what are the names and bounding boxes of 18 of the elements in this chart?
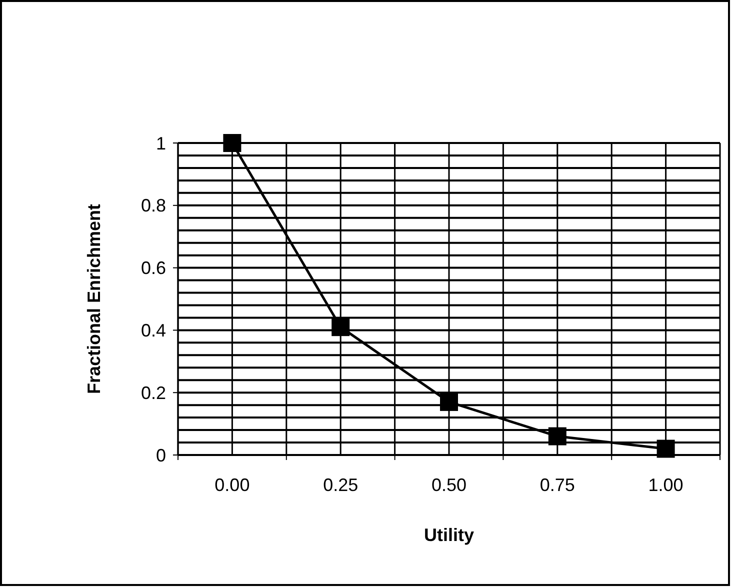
x-tick-label: 0.75 [540,475,575,495]
point [332,318,350,336]
y-tick-label: 0.8 [140,196,166,216]
point [223,134,242,152]
x-tick-label: 0.50 [431,475,467,495]
x-tick-label: 1.00 [648,475,684,495]
x-tick-label: 0.00 [214,475,250,495]
y-tick-label: 0.6 [140,258,166,278]
y-axis-title: Fractional Enrichment [84,204,104,394]
point [548,427,566,446]
y-tick-label: 1 [156,133,166,154]
y-tick-label: 0.2 [140,382,166,403]
x-tick-label: 0.25 [323,475,358,495]
point [656,440,675,458]
point [440,392,458,411]
y-tick-label: 0.4 [140,320,166,340]
x-axis-title: Utility [424,525,474,545]
y-tick-label: 0 [156,445,166,466]
